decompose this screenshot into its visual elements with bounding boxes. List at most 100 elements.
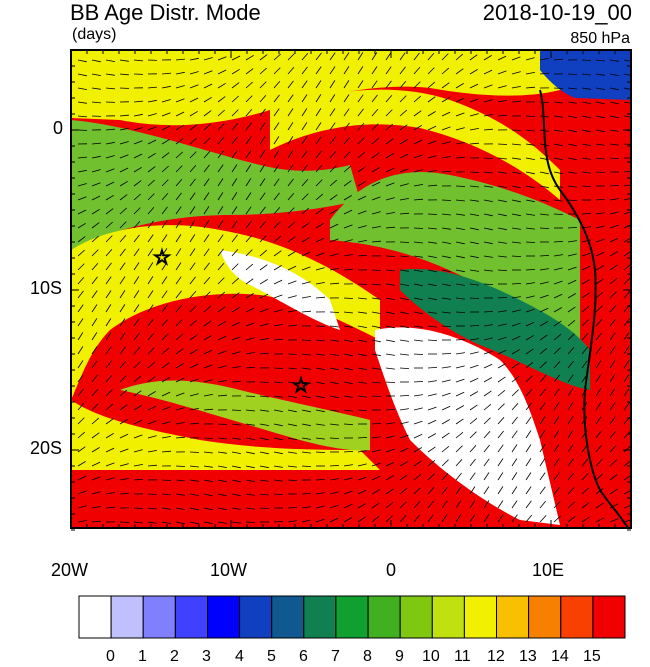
wind-barb: [539, 361, 547, 369]
colorbar-swatch: [431, 595, 465, 639]
colorbar-swatch: [335, 595, 369, 639]
wind-barb: [343, 517, 352, 523]
wind-barb: [259, 423, 269, 426]
wind-barb: [301, 207, 310, 215]
wind-barb: [203, 137, 211, 145]
wind-barb: [469, 338, 479, 341]
wind-barb: [301, 367, 311, 370]
wind-barb: [343, 477, 353, 481]
wind-barb: [217, 164, 224, 173]
wind-barb: [553, 199, 563, 202]
colorbar-swatch: [239, 595, 273, 639]
wind-barb: [301, 164, 308, 173]
wind-barb: [399, 474, 408, 481]
wind-barb: [91, 346, 98, 355]
wind-barb: [497, 185, 507, 188]
wind-barb: [623, 402, 630, 411]
wind-barb: [497, 171, 507, 174]
wind-barb: [371, 283, 381, 286]
wind-barb: [497, 241, 507, 244]
wind-barb: [357, 151, 366, 159]
wind-barb: [343, 224, 353, 229]
wind-barb: [231, 380, 242, 383]
wind-barb: [119, 492, 130, 495]
wind-barb: [133, 220, 141, 229]
wind-barb: [203, 96, 212, 103]
wind-barb: [231, 307, 240, 313]
wind-barb: [511, 322, 521, 327]
wind-barb: [175, 151, 183, 159]
wind-barb: [455, 378, 465, 383]
wind-barb: [315, 179, 323, 187]
wind-barb: [133, 140, 143, 145]
wind-barb: [175, 304, 183, 313]
wind-barb: [105, 492, 115, 495]
wind-barb: [511, 416, 518, 425]
wind-barb: [343, 254, 353, 257]
colorbar-swatch: [174, 595, 208, 639]
wind-barb: [161, 125, 171, 131]
wind-barb: [301, 80, 308, 89]
wind-barb: [441, 255, 451, 259]
wind-barb: [273, 367, 284, 369]
wind-barb: [147, 220, 154, 229]
wind-barb: [455, 199, 465, 202]
wind-barb: [455, 514, 462, 523]
wind-barb: [609, 73, 619, 76]
wind-barb: [329, 423, 339, 426]
wind-barb: [315, 423, 325, 426]
wind-barb: [413, 311, 423, 315]
wind-barb: [371, 462, 381, 467]
colorbar-swatch: [207, 595, 241, 639]
wind-barb: [427, 380, 437, 383]
wind-barb: [245, 307, 255, 313]
colorbar-label: 6: [299, 648, 308, 665]
wind-barb: [77, 59, 87, 63]
wind-barb: [91, 432, 100, 439]
wind-barb: [413, 169, 423, 173]
wind-barb: [161, 179, 169, 187]
wind-barb: [259, 264, 268, 271]
wind-barb: [203, 451, 213, 454]
wind-barb: [385, 311, 395, 315]
wind-barb: [455, 391, 465, 397]
wind-barb: [231, 178, 238, 187]
wind-barb: [511, 199, 521, 203]
wind-barb: [525, 389, 533, 397]
wind-barb: [301, 353, 311, 356]
wind-barb: [301, 222, 310, 229]
wind-barb: [497, 363, 506, 369]
wind-barb: [469, 458, 476, 467]
wind-barb: [259, 437, 269, 441]
wind-barb: [91, 87, 101, 90]
wind-barb: [581, 473, 589, 481]
wind-barb: [441, 405, 451, 411]
wind-barb: [77, 183, 87, 187]
wind-barb: [595, 291, 604, 299]
wind-barb: [203, 70, 213, 75]
wind-barb: [231, 451, 241, 454]
wind-barb: [371, 423, 382, 425]
wind-barb: [77, 209, 87, 215]
wind-barb: [385, 80, 392, 89]
wind-barb: [413, 460, 422, 467]
wind-barb: [105, 433, 114, 439]
wind-barb: [525, 86, 536, 89]
wind-barb: [119, 59, 129, 62]
wind-barb: [259, 381, 270, 383]
wind-barb: [91, 249, 99, 257]
wind-barb: [455, 472, 462, 481]
wind-barb: [119, 167, 129, 173]
wind-barb: [329, 504, 339, 509]
wind-barb: [315, 223, 324, 229]
wind-barb: [217, 479, 227, 483]
wind-barb: [91, 461, 101, 467]
wind-barb: [245, 178, 252, 187]
wind-barb: [497, 269, 508, 271]
wind-barb: [343, 451, 354, 453]
wind-barb: [105, 221, 113, 229]
wind-barb: [175, 262, 182, 271]
wind-barb: [119, 389, 128, 397]
age-field-yellow-arc: [270, 89, 560, 200]
wind-barb: [287, 94, 294, 103]
